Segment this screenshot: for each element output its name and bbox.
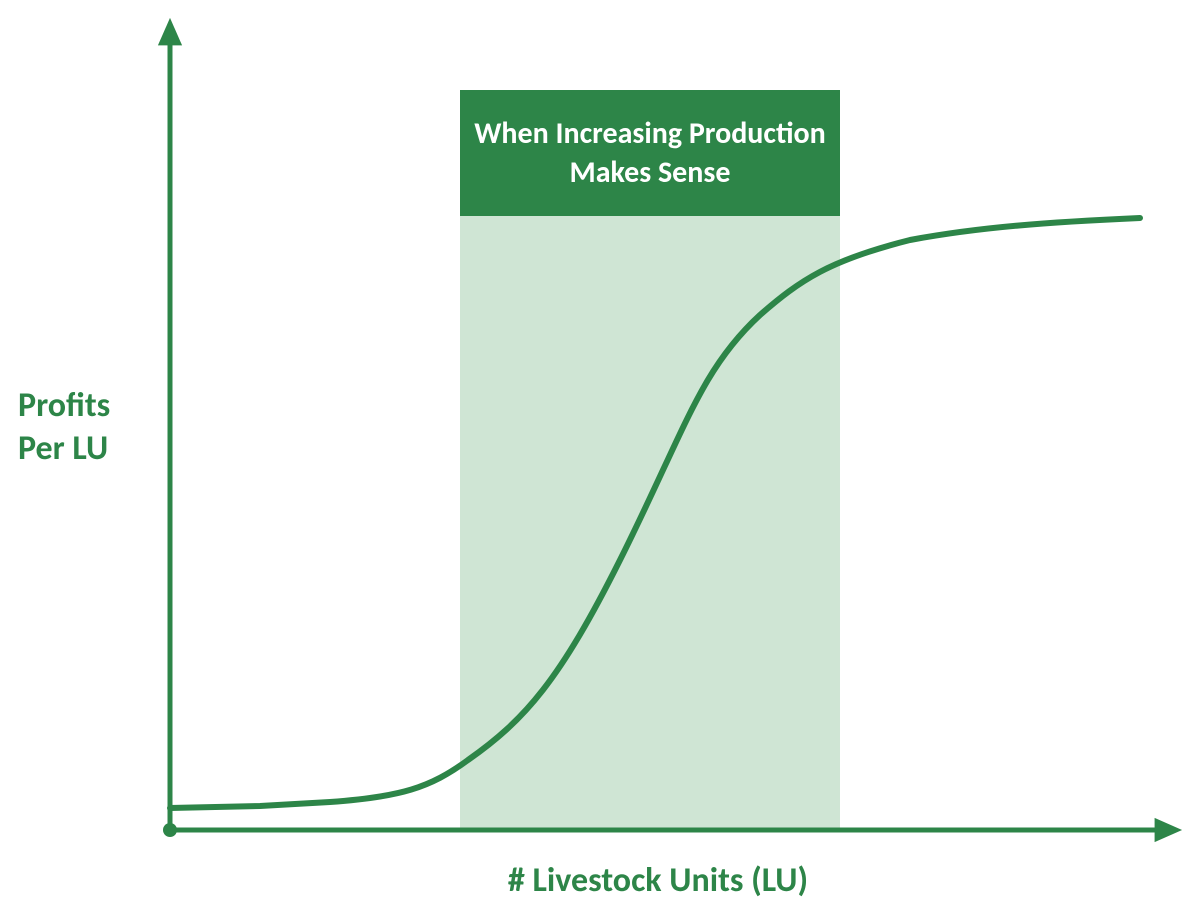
- annotation-text: When Increasing Production Makes Sense: [470, 114, 830, 192]
- y-axis-label-text: Profits Per LU: [18, 385, 110, 469]
- x-axis-label-text: # Livestock Units (LU): [508, 860, 808, 901]
- x-axis-arrowhead: [1155, 818, 1183, 842]
- x-axis-label: # Livestock Units (LU): [0, 860, 1200, 901]
- profit-curve-chart: When Increasing Production Makes Sense P…: [0, 0, 1200, 919]
- origin-dot: [163, 823, 177, 837]
- annotation-box: When Increasing Production Makes Sense: [460, 90, 840, 216]
- y-axis-label: Profits Per LU: [18, 385, 110, 470]
- y-axis-arrowhead: [158, 18, 182, 46]
